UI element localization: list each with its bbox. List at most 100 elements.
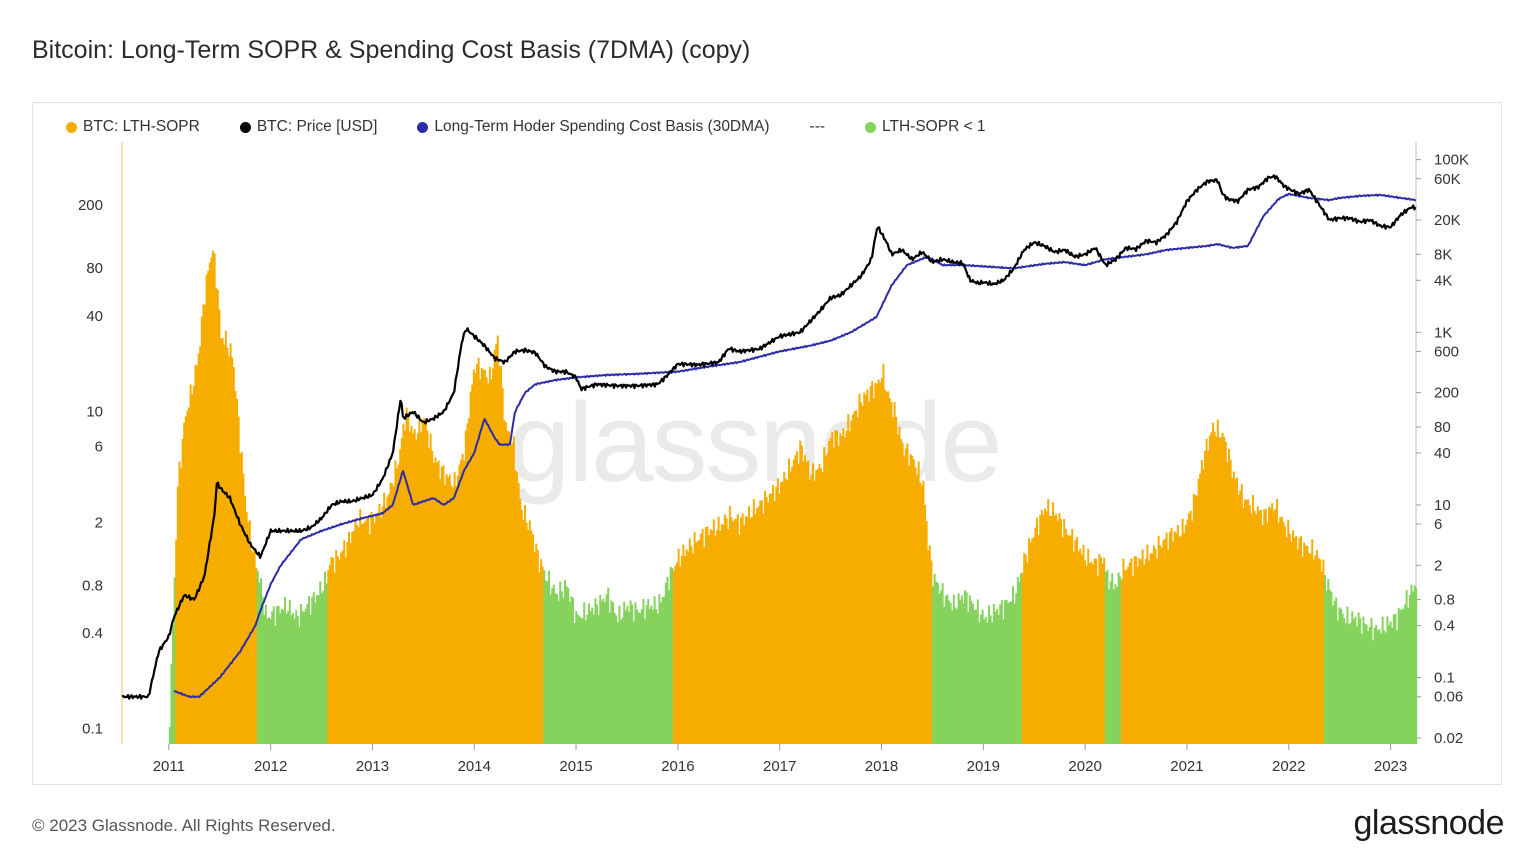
sopr-bar — [687, 551, 690, 744]
legend-item-cost-basis[interactable]: Long-Term Hoder Spending Cost Basis (30D… — [417, 118, 770, 136]
sopr-bar — [906, 443, 909, 744]
sopr-bar — [799, 440, 802, 744]
sopr-bar — [1236, 477, 1239, 744]
sopr-bar — [1031, 538, 1034, 744]
sopr-bar — [1079, 548, 1082, 744]
sopr-bar — [255, 567, 258, 744]
sopr-bar — [1028, 538, 1031, 744]
sopr-bar — [252, 551, 255, 744]
sopr-bar — [1364, 623, 1367, 744]
sopr-bar — [616, 622, 619, 744]
sopr-bar — [1130, 558, 1133, 744]
sopr-bar — [1311, 539, 1314, 744]
sopr-bar — [661, 597, 664, 744]
sopr-bar — [349, 543, 352, 744]
sopr-bar — [472, 369, 475, 744]
sopr-bar — [1322, 559, 1325, 744]
right-tick-label: 0.1 — [1434, 670, 1455, 687]
legend-item-separator: --- — [810, 118, 826, 136]
sopr-bar — [496, 335, 499, 744]
sopr-bar — [1205, 438, 1208, 744]
sopr-bar — [173, 577, 176, 744]
sopr-bar — [191, 394, 194, 744]
sopr-bar — [866, 389, 869, 744]
sopr-bar — [490, 379, 493, 744]
sopr-bar — [298, 626, 301, 744]
legend-label-sopr-below-one: LTH-SOPR < 1 — [882, 118, 986, 135]
sopr-bar — [900, 438, 903, 744]
sopr-bar — [1050, 515, 1053, 744]
sopr-bar — [1151, 553, 1154, 744]
sopr-bar — [852, 414, 855, 744]
sopr-bar — [1032, 537, 1035, 744]
sopr-bar — [1020, 572, 1023, 744]
sopr-bar — [1250, 513, 1253, 744]
sopr-bar — [946, 594, 949, 744]
sopr-bar — [1167, 549, 1170, 744]
legend-item-sopr-below-one[interactable]: LTH-SOPR < 1 — [865, 118, 986, 136]
sopr-bar — [1268, 506, 1271, 744]
sopr-bar — [508, 431, 511, 744]
sopr-bar — [1024, 554, 1027, 744]
sopr-bar — [1328, 589, 1331, 744]
sopr-bar — [743, 525, 746, 744]
sopr-bar — [439, 478, 442, 744]
sopr-bar — [1373, 627, 1376, 744]
sopr-bar — [944, 596, 947, 744]
sopr-bar — [1290, 541, 1293, 744]
sopr-bar — [1034, 527, 1037, 744]
legend-item-price[interactable]: BTC: Price [USD] — [239, 118, 377, 136]
sopr-bar — [170, 663, 173, 744]
sopr-bar — [420, 432, 423, 744]
sopr-bar — [658, 594, 661, 744]
sopr-bar — [415, 439, 418, 744]
sopr-bar — [884, 389, 887, 744]
sopr-bar — [296, 615, 299, 744]
sopr-bar — [1184, 525, 1187, 744]
sopr-bar — [999, 604, 1002, 744]
sopr-bar — [413, 429, 416, 744]
sopr-bar — [216, 289, 219, 744]
sopr-bar — [1170, 527, 1173, 744]
sopr-bar — [1375, 624, 1378, 744]
sopr-bar — [271, 611, 274, 744]
sopr-bar — [317, 595, 320, 744]
sopr-bar — [533, 551, 536, 744]
sopr-bar — [434, 457, 437, 744]
sopr-bar — [175, 539, 178, 744]
sopr-bar — [1074, 540, 1077, 744]
sopr-bar — [1040, 509, 1043, 744]
sopr-bar — [1080, 554, 1083, 744]
sopr-bar — [1346, 606, 1349, 744]
sopr-bar — [903, 456, 906, 744]
right-tick-label: 0.4 — [1434, 618, 1455, 635]
sopr-bar — [442, 465, 445, 744]
sopr-bar — [608, 612, 611, 744]
sopr-bar — [1413, 585, 1416, 744]
sopr-bar — [976, 599, 979, 744]
sopr-bar — [386, 496, 389, 744]
sopr-bar — [220, 338, 223, 744]
sopr-bar — [552, 584, 555, 744]
sopr-bar — [1119, 576, 1122, 744]
sopr-bar — [853, 411, 856, 744]
sopr-bar — [1140, 559, 1143, 744]
sopr-bar — [410, 425, 413, 744]
sopr-bar — [416, 433, 419, 744]
x-tick-label: 2013 — [356, 758, 389, 775]
sopr-bar — [516, 472, 519, 744]
sopr-bar — [1226, 462, 1229, 744]
sopr-bar — [914, 467, 917, 744]
sopr-bar — [320, 593, 323, 744]
legend-item-lth-sopr[interactable]: BTC: LTH-SOPR — [66, 118, 200, 136]
sopr-bar — [1298, 537, 1301, 744]
sopr-bar — [1367, 631, 1370, 744]
sopr-bar — [383, 492, 386, 744]
sopr-bar — [1340, 608, 1343, 744]
sopr-bar — [874, 382, 877, 744]
left-tick-label: 2 — [95, 514, 103, 531]
sopr-bar — [517, 483, 520, 744]
sopr-bar — [1157, 535, 1160, 744]
sopr-bar — [1148, 560, 1151, 744]
sopr-bar — [1215, 436, 1218, 744]
